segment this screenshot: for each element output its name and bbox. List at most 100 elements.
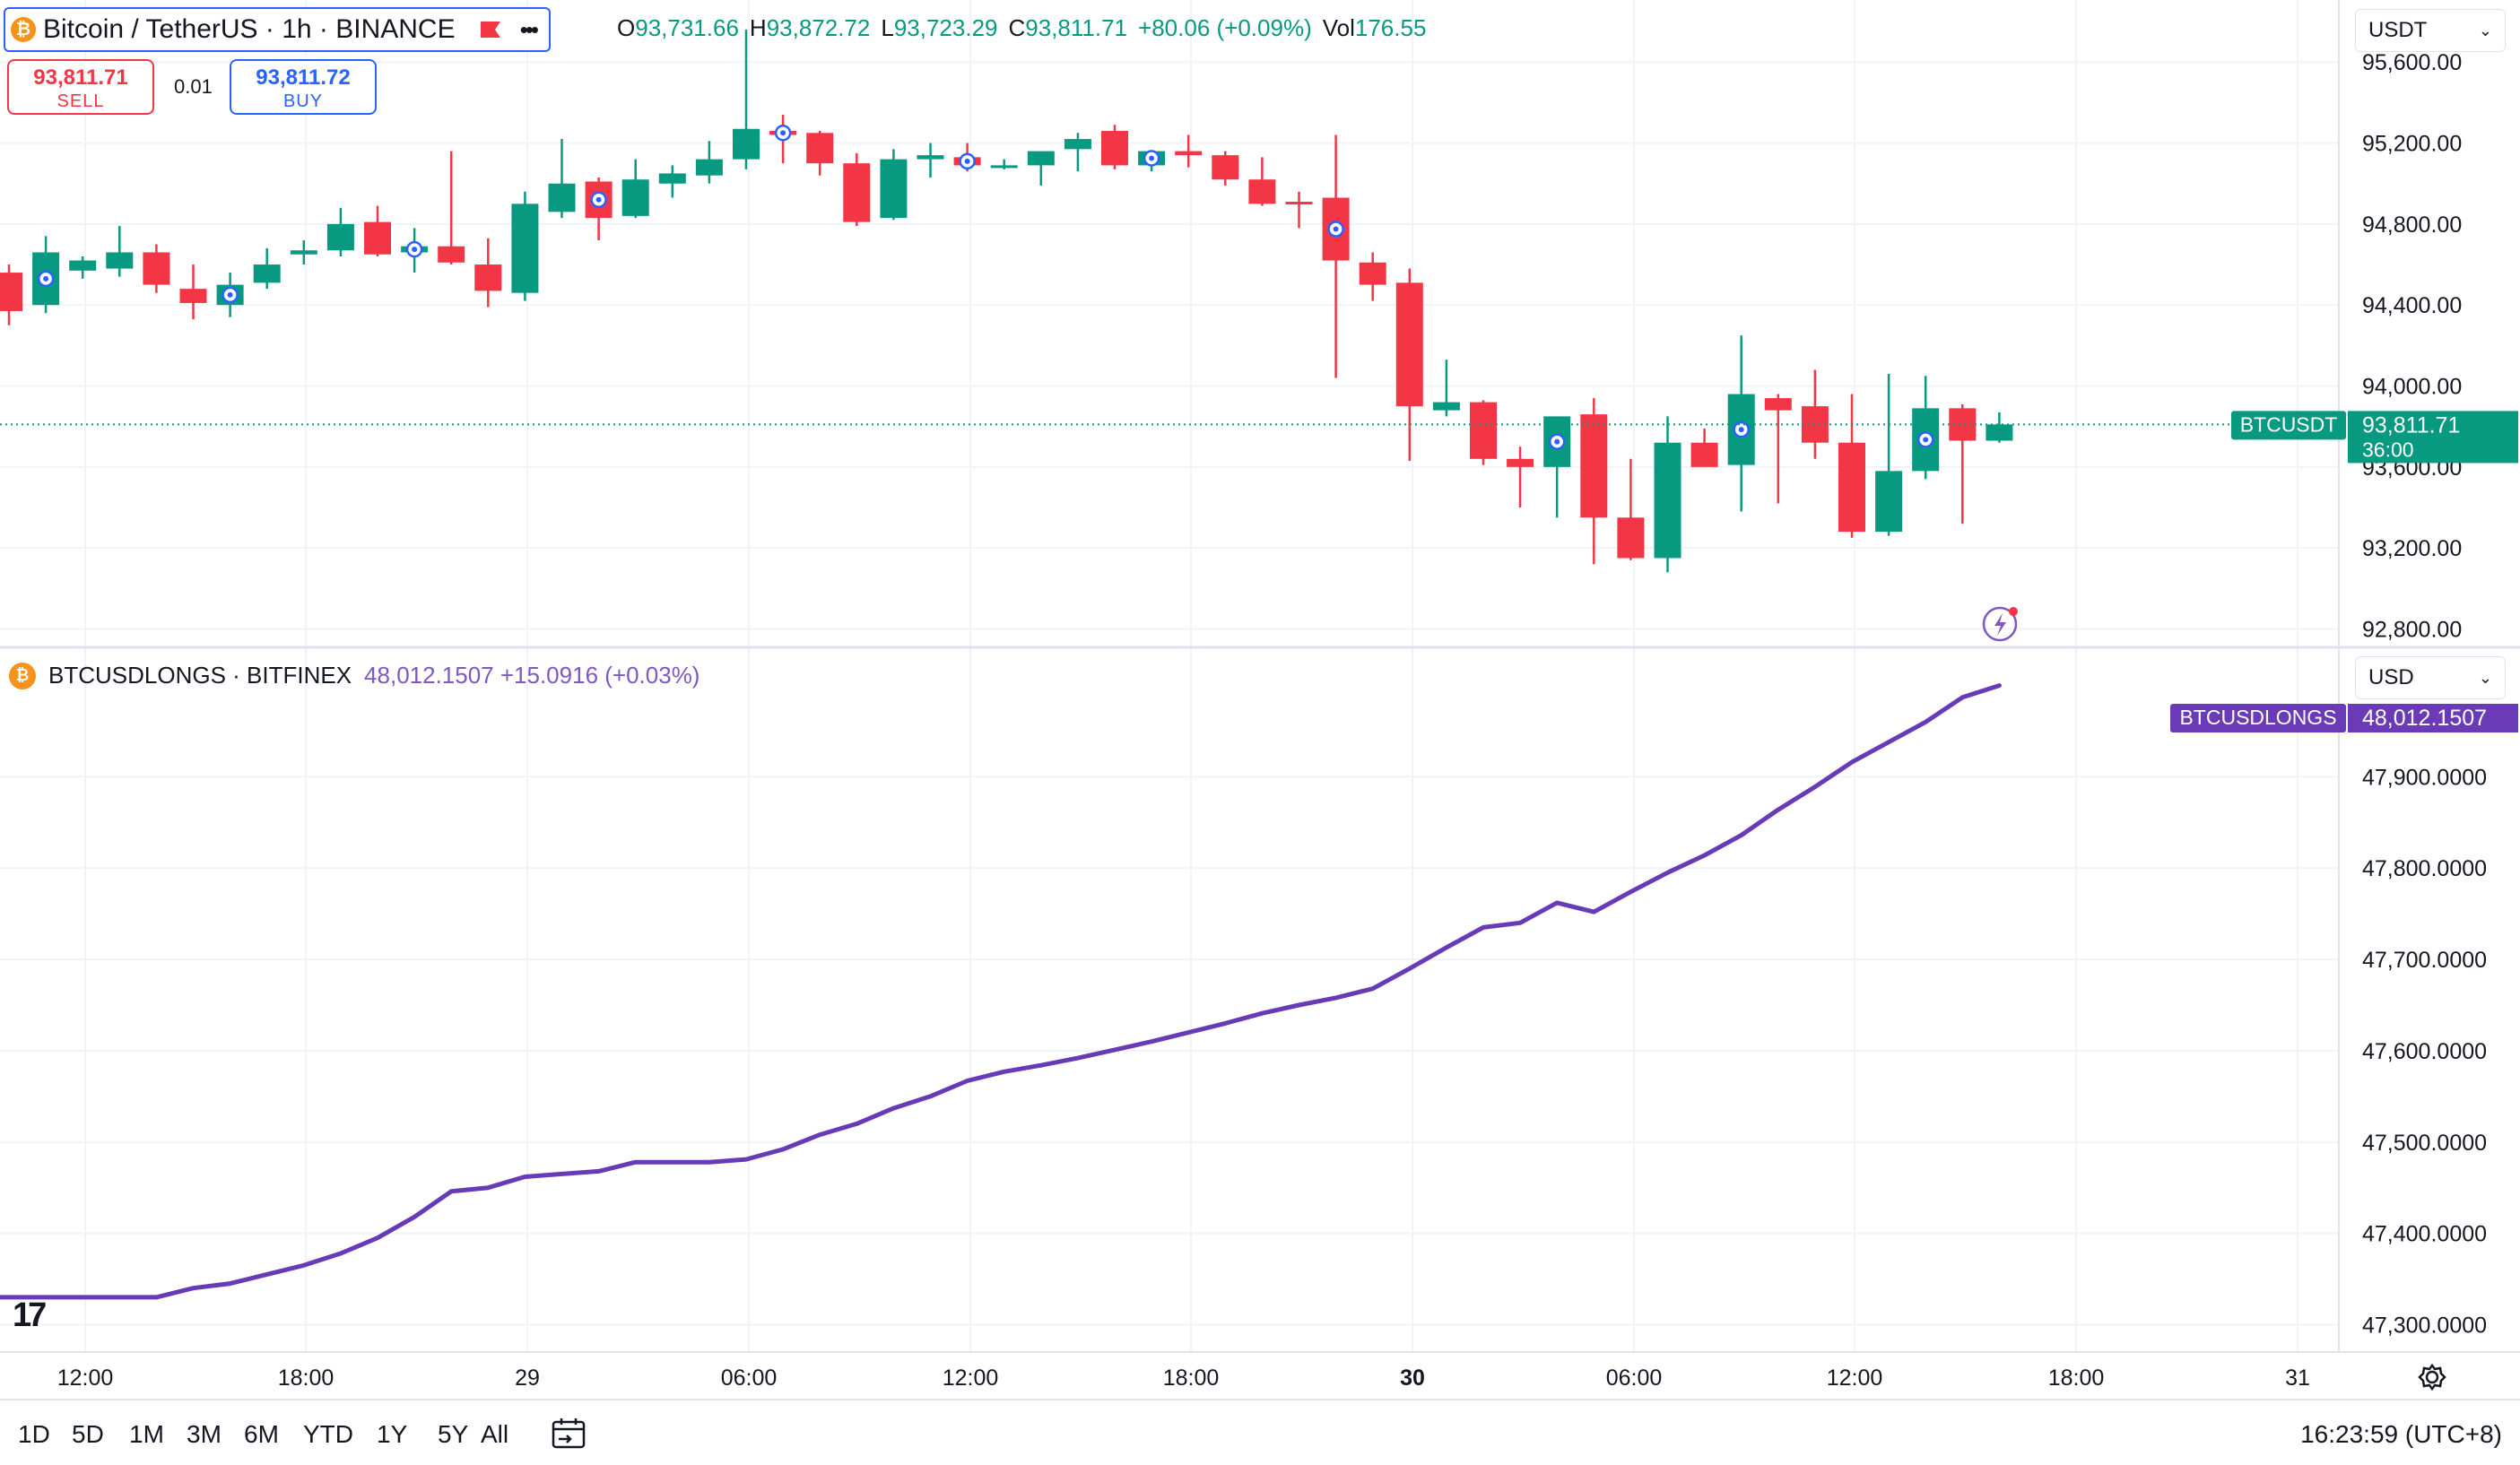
candle[interactable]	[1986, 412, 2013, 443]
candle[interactable]	[1617, 458, 1645, 560]
candle[interactable]	[806, 131, 834, 176]
timeframe-button[interactable]: 1M	[129, 1420, 164, 1448]
candle[interactable]	[1285, 191, 1313, 229]
timeframe-button[interactable]: 1D	[18, 1420, 50, 1448]
candle[interactable]	[695, 141, 723, 184]
candle[interactable]	[179, 264, 207, 320]
order-quantity[interactable]: 0.01	[174, 75, 213, 98]
candle-body	[1580, 414, 1608, 518]
settings-gear-icon[interactable]	[2418, 1363, 2446, 1391]
price-tick-label: 95,200.00	[2362, 132, 2462, 157]
ohlc-value: 176.55	[1354, 14, 1427, 41]
candle[interactable]	[585, 177, 613, 240]
currency-value: USDT	[2368, 18, 2428, 42]
currency-select-bottom[interactable]: USD ⌄	[2355, 656, 2506, 699]
tradingview-logo[interactable]: 17	[13, 1296, 47, 1334]
candle[interactable]	[1064, 133, 1091, 172]
candle[interactable]	[0, 264, 22, 325]
candle[interactable]	[1654, 416, 1681, 573]
candle[interactable]	[548, 139, 576, 219]
candle[interactable]	[106, 226, 134, 277]
candle[interactable]	[1838, 394, 1865, 538]
indicator-tick-label: 47,400.0000	[2362, 1222, 2487, 1247]
candle[interactable]	[1432, 360, 1460, 417]
candle[interactable]	[326, 207, 354, 257]
candle[interactable]	[253, 247, 281, 290]
candle[interactable]	[1395, 268, 1423, 462]
event-marker-dot	[412, 247, 418, 253]
candle[interactable]	[621, 159, 649, 219]
timeframe-button[interactable]: 5D	[72, 1420, 104, 1448]
chart-area[interactable]: 95,600.00 95,200.00 94,800.00 94,400.00 94,0…	[0, 0, 2520, 1399]
candle[interactable]	[1875, 373, 1903, 536]
timeframe-button[interactable]: 6M	[244, 1420, 279, 1448]
candle-body	[917, 155, 944, 160]
candle-body	[1064, 139, 1091, 150]
clock-display[interactable]: 16:23:59 (UTC+8)	[2300, 1420, 2502, 1448]
date-range-icon[interactable]	[551, 1417, 588, 1451]
candle[interactable]	[1764, 394, 1792, 504]
buy-button[interactable]: 93,811.72 BUY	[230, 59, 377, 115]
candle[interactable]	[143, 244, 170, 293]
candle[interactable]	[1801, 369, 1829, 459]
candle[interactable]	[917, 143, 944, 178]
candle[interactable]	[1690, 428, 1718, 467]
symbol-legend[interactable]: ₿ Bitcoin / TetherUS · 1h · BINANCE •••	[4, 7, 551, 52]
candle[interactable]	[1322, 134, 1350, 378]
time-tick-label: 31	[2285, 1365, 2310, 1391]
candle[interactable]	[1470, 400, 1497, 465]
ohlc-value: 93,731.66	[635, 14, 739, 41]
candle[interactable]	[1359, 252, 1386, 301]
lightning-icon[interactable]	[1982, 606, 2018, 642]
candle[interactable]	[1248, 157, 1276, 206]
candle[interactable]	[843, 152, 871, 227]
indicator-value-label[interactable]: BTCUSDLONGS 48,012.1507	[2170, 704, 2518, 732]
candle[interactable]	[1027, 151, 1055, 186]
timeframe-button[interactable]: 1Y	[377, 1420, 408, 1448]
candle[interactable]	[364, 205, 391, 257]
candle[interactable]	[1212, 151, 1239, 186]
sell-price: 93,811.71	[33, 65, 128, 90]
candle[interactable]	[1101, 125, 1128, 169]
candle-body	[511, 204, 539, 293]
timeframe-button[interactable]: 3M	[187, 1420, 222, 1448]
candle[interactable]	[990, 159, 1018, 169]
candle[interactable]	[1580, 398, 1608, 565]
candle[interactable]	[511, 191, 539, 301]
sell-button[interactable]: 93,811.71 SELL	[7, 59, 154, 115]
timeframe-button[interactable]: All	[481, 1420, 509, 1448]
currency-select-top[interactable]: USDT ⌄	[2355, 9, 2506, 52]
symbol-tag-bg	[2231, 411, 2346, 440]
event-marker-dot	[1923, 437, 1929, 443]
candle[interactable]	[658, 165, 686, 198]
candle[interactable]	[1175, 134, 1203, 168]
chevron-down-icon: ⌄	[2478, 21, 2492, 39]
candle[interactable]	[1949, 403, 1977, 524]
candle-body	[290, 250, 317, 255]
candle[interactable]	[290, 239, 317, 265]
indicator-tick-label: 47,300.0000	[2362, 1313, 2487, 1338]
candle-body	[1507, 458, 1534, 467]
candle-body	[1432, 402, 1460, 411]
indicator-legend[interactable]: ₿ BTCUSDLONGS · BITFINEX 48,012.1507 +15…	[9, 662, 700, 689]
time-tick-label: 29	[515, 1365, 540, 1391]
time-tick-label: 18:00	[2048, 1365, 2105, 1391]
candle[interactable]	[474, 238, 502, 308]
candle-body	[1875, 471, 1903, 533]
candle[interactable]	[1543, 416, 1571, 518]
flag-icon[interactable]	[479, 20, 502, 39]
candle[interactable]	[1507, 446, 1534, 508]
timeframe-button[interactable]: YTD	[303, 1420, 353, 1448]
event-marker-dot	[43, 275, 49, 282]
candle[interactable]	[69, 256, 97, 279]
indicator-line[interactable]	[0, 683, 2002, 1300]
candle[interactable]	[733, 30, 760, 169]
candle[interactable]	[438, 151, 465, 265]
event-marker-dot	[1149, 155, 1155, 161]
more-icon[interactable]: •••	[519, 16, 539, 43]
timeframe-button[interactable]: 5Y	[438, 1420, 469, 1448]
candle[interactable]	[880, 149, 908, 221]
candle[interactable]	[1912, 376, 1940, 480]
price-tick-label: 92,800.00	[2362, 617, 2462, 642]
